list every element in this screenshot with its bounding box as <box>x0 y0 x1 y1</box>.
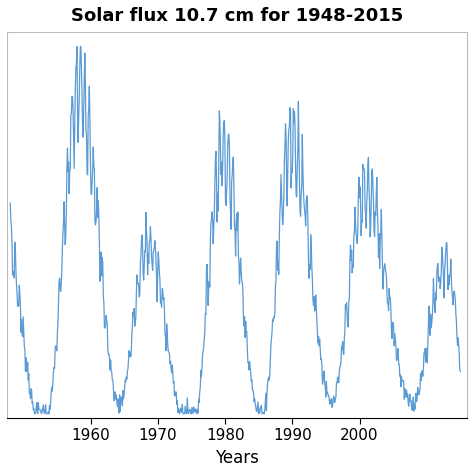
X-axis label: Years: Years <box>215 449 259 467</box>
Title: Solar flux 10.7 cm for 1948-2015: Solar flux 10.7 cm for 1948-2015 <box>71 7 403 25</box>
